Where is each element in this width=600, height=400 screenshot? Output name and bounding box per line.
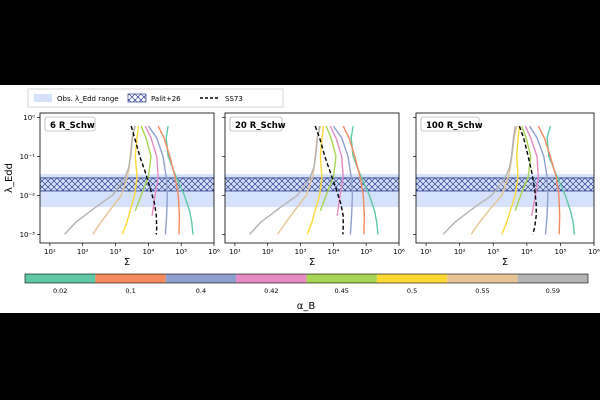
colorbar-tick-label: 0.4 <box>196 287 206 295</box>
panel-100-rschw: 10¹ 10² 10³ 10⁴ 10⁵ 10⁶ 100 R_Schw Σ <box>413 112 600 268</box>
x-axis-label: Σ <box>309 257 315 268</box>
colorbar-tick-label: 0.02 <box>53 287 67 295</box>
ss73-line <box>314 125 344 235</box>
panel-label-box <box>229 116 283 132</box>
x-axis-label: Σ <box>124 257 130 268</box>
colorbar-cell-0.4 <box>165 274 237 283</box>
x-tick-label: 10¹ <box>420 248 432 256</box>
x-tick-label: 10¹ <box>44 248 56 256</box>
x-axis-label: Σ <box>502 257 508 268</box>
legend-palit-label: Palit+26 <box>151 95 181 103</box>
series-line-0.02 <box>165 125 194 235</box>
y-tick-label: 10⁻² <box>20 192 36 200</box>
y-tick-label: 10⁰ <box>23 114 35 122</box>
colorbar-cell-0.5 <box>376 274 448 283</box>
legend-palit-swatch <box>127 93 147 103</box>
legend-obs-label: Obs. λ_Edd range <box>57 95 119 103</box>
palit-band <box>40 177 214 191</box>
series-line-0.59 <box>442 125 516 235</box>
series-line-0.42 <box>524 125 539 216</box>
x-tick-label: 10⁴ <box>142 248 154 256</box>
colorbar-tick-label: 0.55 <box>475 287 489 295</box>
series-line-0.59 <box>64 125 136 235</box>
x-tick-label: 10⁴ <box>327 248 339 256</box>
x-tick-label: 10⁶ <box>208 248 220 256</box>
colorbar-tick-label: 0.59 <box>546 287 560 295</box>
figure-svg: Obs. λ_Edd range Palit+26 SS73 10¹ 10² 10³… <box>4 88 600 312</box>
axes-frame <box>39 112 215 244</box>
colorbar: 0.02 0.1 0.4 0.42 0.45 0.5 0.55 0.59 α_B <box>24 273 589 312</box>
legend: Obs. λ_Edd range Palit+26 SS73 <box>27 88 284 108</box>
series-line-0.59 <box>249 125 321 235</box>
panel-label: 100 R_Schw <box>426 121 483 131</box>
series-line-0.5 <box>306 126 325 235</box>
legend-ss73-label: SS73 <box>225 95 243 103</box>
x-tick-label: 10² <box>454 248 466 256</box>
colorbar-tick-label: 0.5 <box>407 287 417 295</box>
colorbar-frame <box>24 273 589 284</box>
series-line-0.02 <box>350 125 379 235</box>
series-line-0.42 <box>329 125 344 216</box>
legend-frame <box>27 88 284 108</box>
series-line-0.5 <box>121 126 140 235</box>
x-tick-label: 10⁴ <box>521 248 533 256</box>
x-tick-label: 10³ <box>487 248 499 256</box>
colorbar-cell-0.55 <box>447 274 518 283</box>
ss73-line <box>518 125 537 235</box>
x-tick-label: 10² <box>77 248 89 256</box>
series-line-0.4 <box>332 125 354 235</box>
legend-obs-swatch <box>34 94 52 102</box>
y-tick-label: 10⁻¹ <box>20 153 36 161</box>
series-line-0.5 <box>501 126 521 235</box>
colorbar-tick-label: 0.1 <box>125 287 135 295</box>
series-line-0.45 <box>514 125 532 212</box>
y-axis-label: λ_Edd <box>4 163 15 193</box>
x-tick-label: 10² <box>262 248 274 256</box>
series-line-0.42 <box>144 125 159 216</box>
figure: Obs. λ_Edd range Palit+26 SS73 10¹ 10² 10³… <box>0 85 600 313</box>
y-tick-label: 10⁻³ <box>20 231 36 239</box>
colorbar-cell-0.59 <box>517 274 588 283</box>
series-line-0.1 <box>157 125 181 235</box>
series-line-0.45 <box>134 125 152 212</box>
panel-6-rschw: 10¹ 10² 10³ 10⁴ 10⁵ 10⁶ 10⁻³ 10⁻² 10⁻¹ 10⁰ 6 R_S… <box>4 112 220 268</box>
x-tick-label: 10¹ <box>229 248 241 256</box>
ss73-line <box>130 125 158 235</box>
colorbar-tick-label: 0.45 <box>334 287 348 295</box>
series-line-0.4 <box>528 125 549 235</box>
axes-frame <box>415 112 595 244</box>
x-tick-label: 10⁵ <box>360 248 372 256</box>
series-line-0.1 <box>342 125 366 235</box>
palit-band <box>225 177 399 191</box>
x-tick-label: 10⁵ <box>555 248 567 256</box>
series-line-0.1 <box>537 125 561 235</box>
panel-label-box <box>420 116 480 132</box>
colorbar-cell-0.45 <box>306 274 377 283</box>
colorbar-tick-label: 0.42 <box>264 287 278 295</box>
colorbar-cell-0.02 <box>25 274 96 283</box>
x-tick-label: 10⁵ <box>175 248 187 256</box>
x-tick-label: 10⁶ <box>393 248 405 256</box>
colorbar-cell-0.42 <box>236 274 307 283</box>
colorbar-cell-0.1 <box>95 274 166 283</box>
x-tick-label: 10³ <box>295 248 307 256</box>
series-line-0.45 <box>319 125 337 212</box>
series-line-0.4 <box>147 125 169 235</box>
series-line-0.02 <box>546 125 576 235</box>
x-tick-label: 10⁶ <box>588 248 600 256</box>
panel-label: 20 R_Schw <box>235 121 286 131</box>
x-tick-label: 10³ <box>110 248 122 256</box>
panel-20-rschw: 10¹ 10² 10³ 10⁴ 10⁵ 10⁶ 20 R_Schw Σ <box>222 112 405 268</box>
panel-label: 6 R_Schw <box>50 121 95 131</box>
colorbar-label: α_B <box>297 301 316 312</box>
panel-label-box <box>44 116 96 132</box>
axes-frame <box>224 112 400 244</box>
